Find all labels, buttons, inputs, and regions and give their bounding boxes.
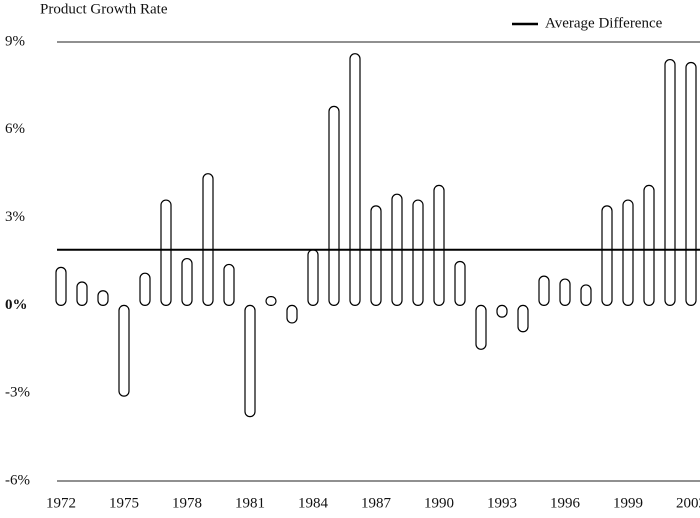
bar: [475, 304, 487, 350]
legend-label: Average Difference: [545, 15, 663, 31]
bar: [559, 278, 571, 306]
x-tick-label: 2002: [676, 495, 700, 511]
bar: [76, 281, 88, 306]
y-tick-label: 9%: [5, 33, 25, 49]
bar: [55, 266, 67, 306]
bar: [349, 53, 361, 306]
x-tick-label: 1984: [298, 495, 329, 511]
bar: [454, 260, 466, 307]
x-tick-label: 1981: [235, 495, 265, 511]
x-tick-label: 1999: [613, 495, 643, 511]
bar: [601, 205, 613, 306]
bar: [307, 249, 319, 307]
bar: [433, 184, 445, 306]
y-tick-label: 6%: [5, 121, 25, 137]
bar: [580, 284, 592, 306]
y-tick-label: -3%: [5, 385, 30, 401]
bar: [685, 61, 697, 306]
y-tick-label: -6%: [5, 472, 30, 488]
x-tick-label: 1975: [109, 495, 139, 511]
bar: [139, 272, 151, 306]
y-tick-label: 3%: [5, 209, 25, 225]
x-tick-label: 1987: [361, 495, 392, 511]
bar: [664, 58, 676, 306]
bar: [265, 296, 277, 306]
x-tick-label: 1978: [172, 495, 202, 511]
bar: [496, 304, 508, 318]
bar: [622, 199, 634, 306]
bar: [118, 304, 130, 397]
bar: [286, 304, 298, 324]
x-tick-label: 1990: [424, 495, 454, 511]
x-tick-label: 1972: [46, 495, 76, 511]
bar: [370, 205, 382, 306]
x-tick-label: 1996: [550, 495, 581, 511]
bar: [643, 184, 655, 306]
chart-title: Product Growth Rate: [40, 1, 168, 17]
bar: [160, 199, 172, 306]
bar: [181, 257, 193, 307]
bar: [97, 290, 109, 306]
bar: [328, 105, 340, 307]
bar: [202, 173, 214, 306]
x-tick-label: 1993: [487, 495, 517, 511]
bar: [412, 199, 424, 306]
bar: [538, 275, 550, 306]
y-tick-label: 0%: [5, 297, 28, 313]
bar: [244, 304, 256, 418]
bar: [223, 263, 235, 306]
bar: [517, 304, 529, 333]
